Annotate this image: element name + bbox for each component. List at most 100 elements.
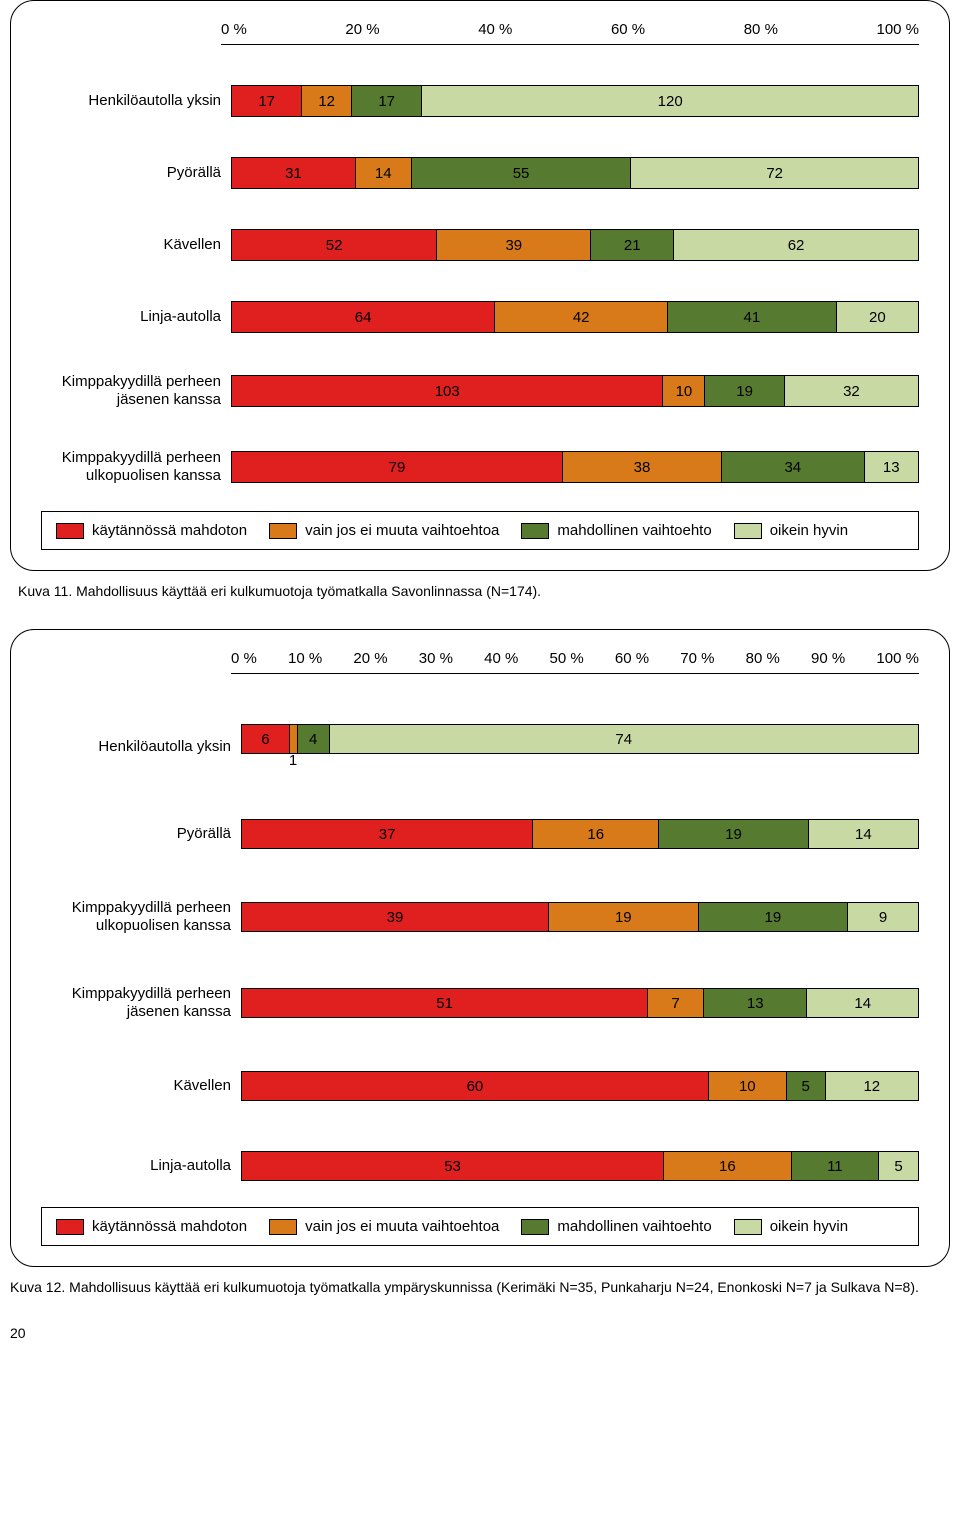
legend-item: oikein hyvin: [734, 522, 848, 539]
bar-segment: 39: [242, 902, 549, 932]
legend-label: käytännössä mahdoton: [92, 1218, 247, 1235]
bar-segment: 10: [663, 375, 705, 407]
axis-tick: 70 %: [680, 650, 714, 667]
bar-segment: 55: [412, 157, 632, 189]
legend-swatch: [734, 1219, 762, 1235]
legend-label: mahdollinen vaihtoehto: [557, 1218, 711, 1235]
stacked-bar: 64424120: [231, 301, 919, 333]
bar-row: Kimppakyydillä perheen ulkopuolisen kans…: [41, 899, 919, 935]
bar-row: Henkilöautolla yksin64741: [41, 724, 919, 769]
category-label: Henkilöautolla yksin: [41, 738, 241, 756]
bar-segment: 19: [549, 902, 699, 932]
bar-segment: 14: [807, 988, 919, 1018]
chart1-card: 0 %20 %40 %60 %80 %100 % Henkilöautolla …: [10, 0, 950, 571]
bar-segment: 34: [722, 451, 864, 483]
bar-row: Henkilöautolla yksin171217120: [41, 85, 919, 117]
axis-tick: 10 %: [288, 650, 322, 667]
bar-segment: 38: [563, 451, 722, 483]
legend-label: käytännössä mahdoton: [92, 522, 247, 539]
bar-segment: 20: [837, 301, 919, 333]
bar-segment: 41: [668, 301, 837, 333]
stacked-bar: 103101932: [231, 375, 919, 407]
bar-segment: 10: [709, 1071, 787, 1101]
bar-segment: 64: [232, 301, 495, 333]
bar-segment: 14: [809, 819, 919, 849]
bar-segment: 16: [664, 1151, 791, 1181]
chart2: 0 %10 %20 %30 %40 %50 %60 %70 %80 %90 %1…: [41, 650, 919, 1246]
axis-tick: 40 %: [484, 650, 518, 667]
bar-segment: 60: [242, 1071, 709, 1101]
category-label: Kimppakyydillä perheen jäsenen kanssa: [41, 373, 231, 409]
stacked-bar: 3919199: [241, 902, 919, 932]
legend-swatch: [56, 523, 84, 539]
chart1-axis: 0 %20 %40 %60 %80 %100 %: [41, 21, 919, 38]
axis-tick: 80 %: [744, 21, 778, 38]
bar-segment: 21: [591, 229, 674, 261]
bar-row: Kimppakyydillä perheen jäsenen kanssa103…: [41, 373, 919, 409]
bar-segment: 12: [302, 85, 352, 117]
bar-segment: 120: [422, 85, 919, 117]
bar-row: Kävellen52392162: [41, 229, 919, 261]
stacked-bar: 5316115: [241, 1151, 919, 1181]
bar-segment: 12: [826, 1071, 919, 1101]
bar-row: Linja-autolla64424120: [41, 301, 919, 333]
chart2-axis: 0 %10 %20 %30 %40 %50 %60 %70 %80 %90 %1…: [41, 650, 919, 667]
chart2-legend: käytännössä mahdoton vain jos ei muuta va…: [41, 1207, 919, 1246]
stacked-bar: 6010512: [241, 1071, 919, 1101]
legend-item: oikein hyvin: [734, 1218, 848, 1235]
bar-segment: 16: [533, 819, 659, 849]
axis-tick: 0 %: [231, 650, 257, 667]
stacked-bar: 171217120: [231, 85, 919, 117]
bar-segment: 9: [848, 902, 919, 932]
bar-segment: 19: [699, 902, 849, 932]
legend-swatch: [56, 1219, 84, 1235]
bar-segment: 17: [352, 85, 422, 117]
legend-swatch: [734, 523, 762, 539]
bar-segment: 39: [437, 229, 591, 261]
stacked-bar: 5171314: [241, 988, 919, 1018]
bar-segment: 51: [242, 988, 648, 1018]
bar-segment: 53: [242, 1151, 664, 1181]
axis-tick: 90 %: [811, 650, 845, 667]
bar-segment: 13: [704, 988, 808, 1018]
legend-swatch: [269, 1219, 297, 1235]
bar-row: Linja-autolla5316115: [41, 1151, 919, 1181]
page: 0 %20 %40 %60 %80 %100 % Henkilöautolla …: [0, 0, 960, 1361]
bar-segment: 4: [298, 724, 330, 754]
axis-tick: 50 %: [550, 650, 584, 667]
legend-label: mahdollinen vaihtoehto: [557, 522, 711, 539]
chart1-caption: Kuva 11. Mahdollisuus käyttää eri kulkum…: [18, 583, 950, 599]
category-label: Pyörällä: [41, 825, 241, 843]
axis-tick: 20 %: [345, 21, 379, 38]
bar-segment: [290, 724, 298, 754]
stacked-bar: 52392162: [231, 229, 919, 261]
bar-segment: 11: [792, 1151, 880, 1181]
axis-tick: 100 %: [876, 650, 919, 667]
legend-item: mahdollinen vaihtoehto: [521, 1218, 711, 1235]
legend-swatch: [521, 523, 549, 539]
bar-segment: 31: [232, 157, 356, 189]
bar-segment: 17: [232, 85, 302, 117]
bar-segment: 19: [705, 375, 785, 407]
axis-tick: 20 %: [353, 650, 387, 667]
category-label: Henkilöautolla yksin: [41, 92, 231, 110]
bar-segment: 5: [787, 1071, 826, 1101]
bar-segment: 19: [659, 819, 809, 849]
category-label: Pyörällä: [41, 164, 231, 182]
bar-segment: 14: [356, 157, 412, 189]
axis-tick: 0 %: [221, 21, 247, 38]
axis-tick: 100 %: [876, 21, 919, 38]
legend-label: oikein hyvin: [770, 522, 848, 539]
category-label: Kävellen: [41, 236, 231, 254]
category-label: Linja-autolla: [41, 1157, 241, 1175]
page-number: 20: [10, 1325, 950, 1341]
legend-item: mahdollinen vaihtoehto: [521, 522, 711, 539]
stacked-bar: 79383413: [231, 451, 919, 483]
legend-item: käytännössä mahdoton: [56, 1218, 247, 1235]
bar-segment: 62: [674, 229, 919, 261]
category-label: Kimppakyydillä perheen ulkopuolisen kans…: [41, 449, 231, 485]
axis-tick: 30 %: [419, 650, 453, 667]
legend-swatch: [269, 523, 297, 539]
chart2-card: 0 %10 %20 %30 %40 %50 %60 %70 %80 %90 %1…: [10, 629, 950, 1267]
legend-label: vain jos ei muuta vaihtoehtoa: [305, 1218, 499, 1235]
